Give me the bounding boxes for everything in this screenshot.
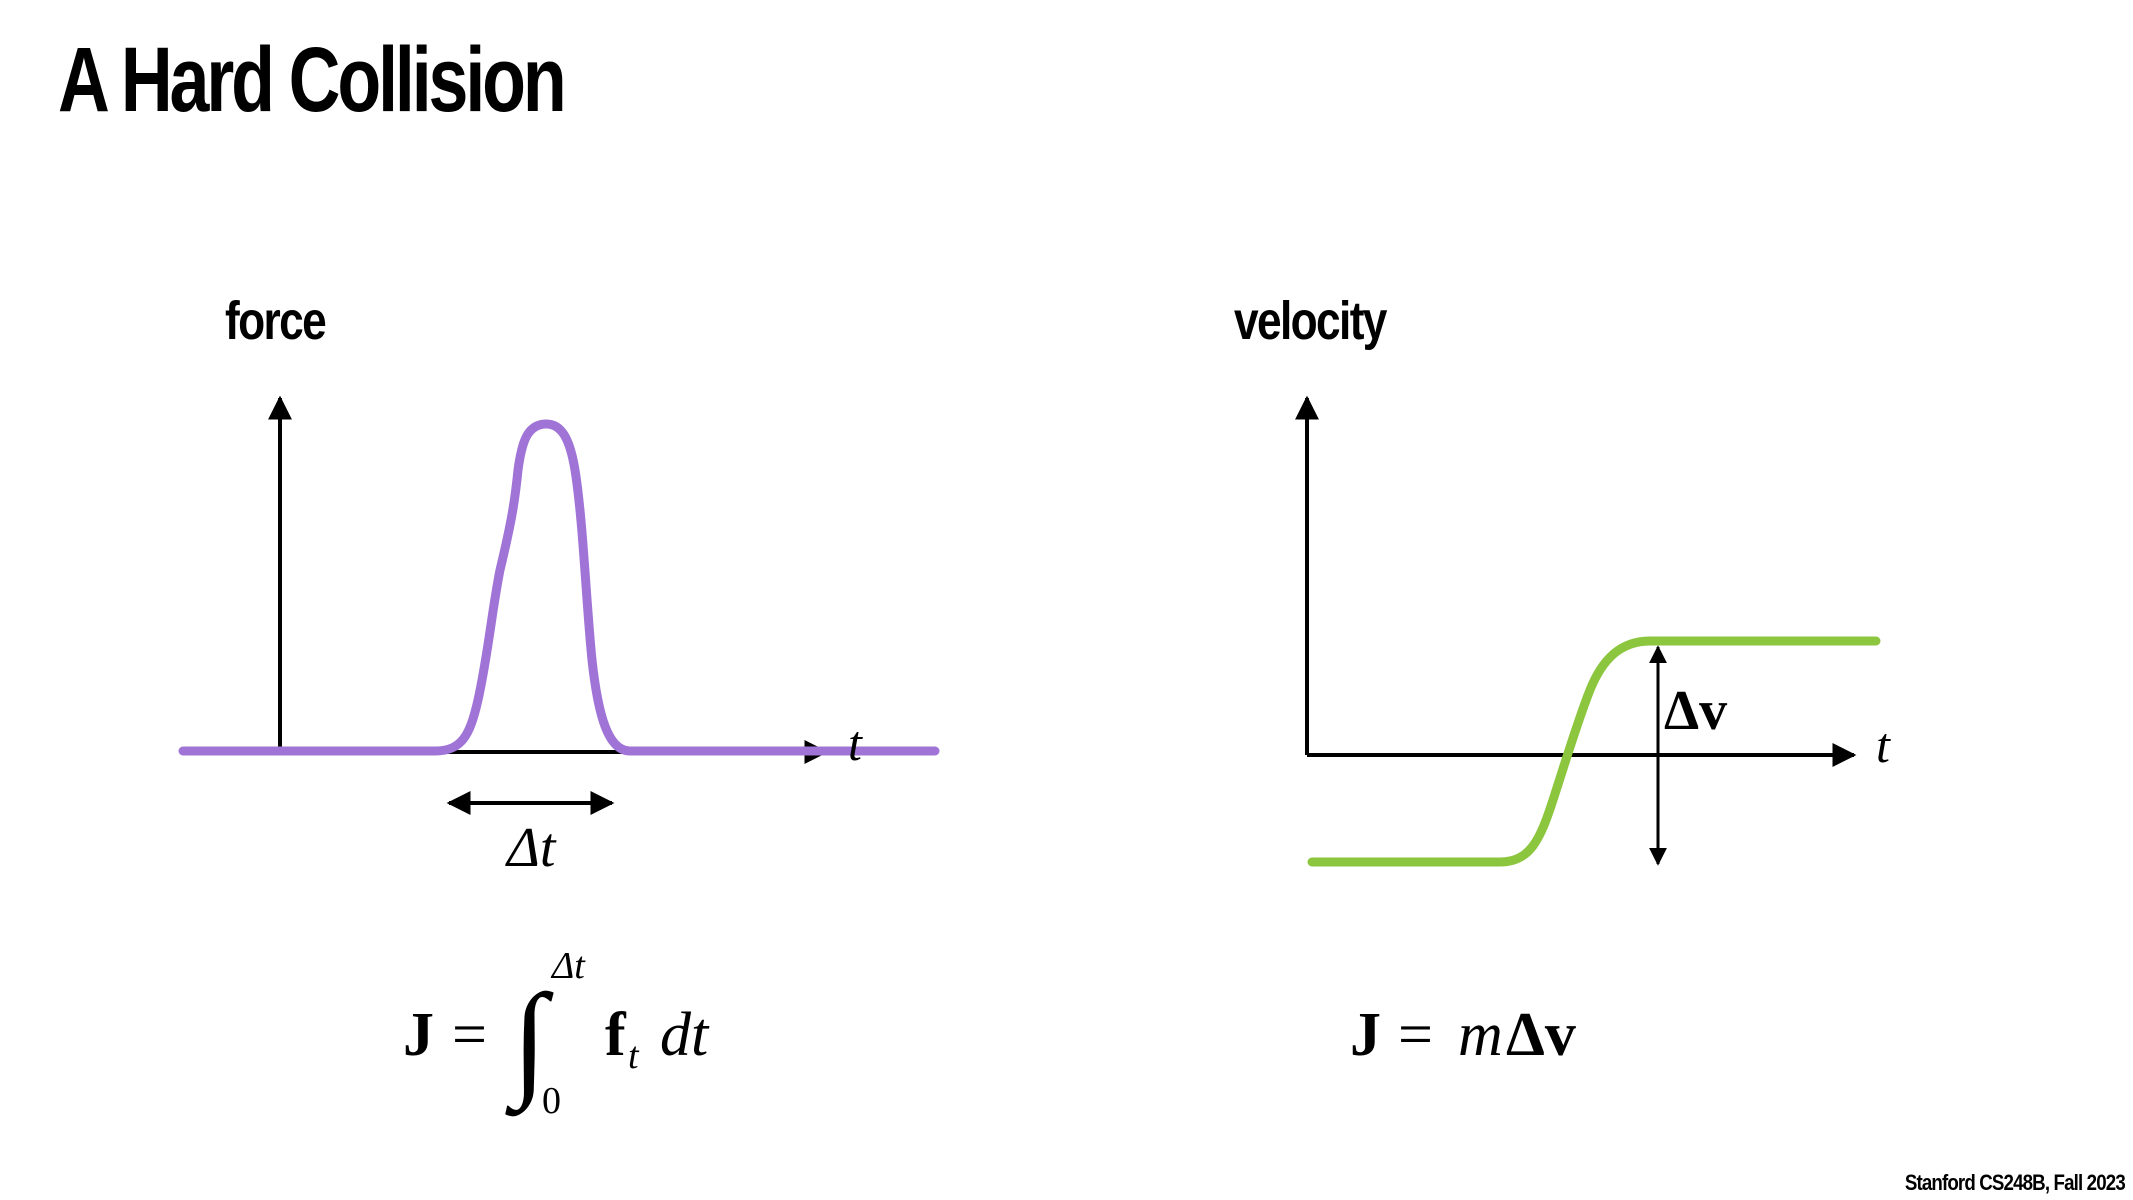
eq2-mass: m bbox=[1458, 1001, 1503, 1069]
force-pulse-curve bbox=[178, 419, 940, 756]
impulse-momentum-equation: J = m Δv bbox=[1350, 1001, 1576, 1069]
eq1-integrand-subscript: t bbox=[628, 1035, 640, 1077]
eq2-equals: = bbox=[1398, 1001, 1433, 1069]
eq2-lhs: J bbox=[1350, 1001, 1381, 1069]
velocity-graph: t Δv bbox=[1295, 395, 1891, 867]
delta-v-label: Δv bbox=[1664, 680, 1727, 742]
velocity-step-curve bbox=[1307, 636, 1881, 867]
eq1-differential: dt bbox=[660, 1001, 710, 1069]
force-t-label: t bbox=[848, 715, 863, 771]
slide-title: A Hard Collision bbox=[58, 29, 567, 131]
force-graph: t Δt bbox=[178, 395, 940, 879]
eq1-equals: = bbox=[452, 1001, 487, 1069]
velocity-axis-label: velocity bbox=[1234, 291, 1387, 351]
force-axis-label: force bbox=[225, 291, 327, 351]
eq1-lhs: J bbox=[403, 1001, 434, 1069]
eq1-upper-limit: Δt bbox=[550, 945, 586, 987]
eq1-integrand: f bbox=[605, 1001, 627, 1069]
eq1-integral-sign: ∫ bbox=[505, 968, 554, 1117]
impulse-integral-equation: J = ∫ Δt 0 f t dt bbox=[403, 945, 710, 1122]
delta-t-label: Δt bbox=[505, 817, 557, 879]
course-footer: Stanford CS248B, Fall 2023 bbox=[1904, 1170, 2126, 1195]
velocity-t-label: t bbox=[1876, 717, 1891, 773]
eq2-delta: Δv bbox=[1506, 1001, 1576, 1069]
eq1-lower-limit: 0 bbox=[542, 1080, 561, 1122]
